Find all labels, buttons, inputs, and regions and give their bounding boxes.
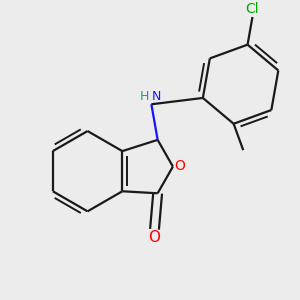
Text: Cl: Cl: [246, 2, 259, 16]
Text: O: O: [148, 230, 160, 245]
Text: O: O: [175, 159, 186, 173]
Text: H: H: [140, 90, 149, 103]
Text: N: N: [152, 90, 161, 103]
